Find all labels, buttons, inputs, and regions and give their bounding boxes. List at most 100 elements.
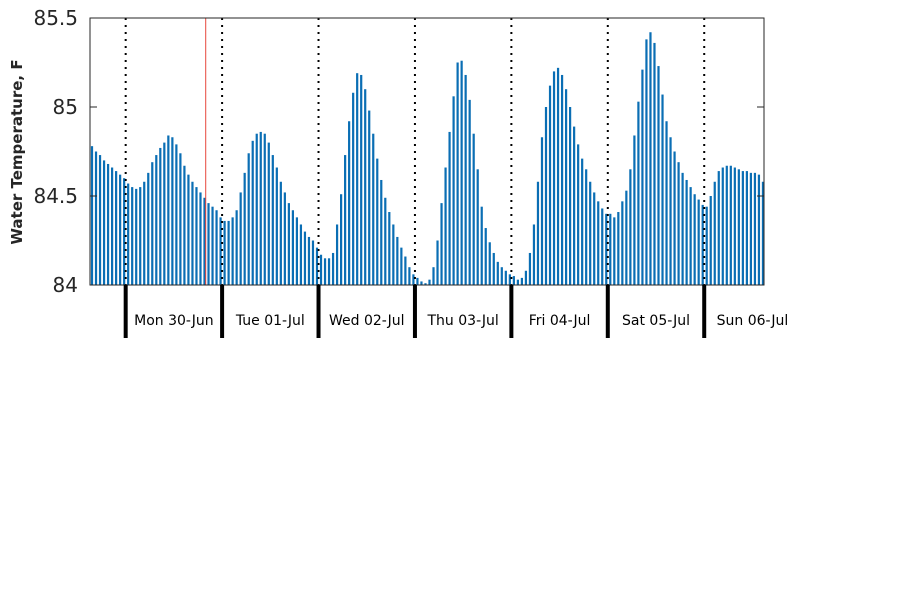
temperature-bar [167, 135, 170, 285]
temperature-bar [239, 192, 242, 285]
temperature-bar [621, 201, 624, 285]
temperature-bar [448, 131, 451, 285]
temperature-bar [356, 73, 359, 286]
temperature-bar [761, 181, 765, 285]
temperature-bar [179, 153, 182, 285]
temperature-bar [617, 212, 620, 285]
temperature-bar [98, 155, 102, 285]
temperature-bar [601, 208, 604, 285]
temperature-bar [420, 281, 423, 285]
temperature-bar [106, 163, 110, 285]
temperature-bar [512, 276, 515, 285]
temperature-bar [629, 169, 632, 285]
temperature-bar [573, 126, 576, 285]
temperature-bar [633, 135, 636, 285]
day-label: Fri 04-Jul [529, 313, 591, 329]
temperature-bar [605, 213, 608, 285]
temperature-bar [335, 224, 339, 285]
temperature-bar [207, 203, 210, 285]
y-axis-ticks: 84 84.5 85 85.5 [33, 6, 764, 297]
temperature-bar [560, 74, 564, 286]
temperature-bar [203, 197, 206, 285]
temperature-bar [645, 39, 648, 285]
temperature-bar [569, 107, 572, 285]
temperature-bar [452, 96, 455, 285]
temperature-bar [360, 74, 363, 286]
temperature-bar [102, 160, 106, 285]
temperature-bar [532, 224, 536, 285]
temperature-bar [464, 74, 467, 286]
temperature-bar [340, 194, 343, 285]
temperature-bar [444, 167, 447, 285]
temperature-bar [589, 181, 592, 285]
temperature-bar [380, 179, 383, 285]
temperature-bar [396, 236, 399, 285]
temperature-bar [348, 121, 351, 286]
temperature-bar [709, 196, 712, 285]
temperature-bar [307, 236, 311, 285]
temperature-bar [131, 187, 134, 285]
temperature-bar [717, 171, 720, 285]
temperature-bar [540, 137, 544, 285]
temperature-bar [187, 174, 190, 285]
temperature-bar [364, 89, 367, 285]
temperature-bar [412, 274, 415, 285]
temperature-bar [263, 133, 266, 285]
plot-frame [89, 17, 765, 286]
temperature-bar [480, 206, 483, 285]
temperature-bar [520, 277, 523, 285]
temperature-bar [123, 178, 126, 285]
temperature-bar [215, 210, 218, 285]
temperature-bar [753, 172, 757, 285]
day-axis-group: Mon 30-Jun Tue 01-Jul Wed 02-Jul Thu 03-Jul… [123, 285, 789, 338]
temperature-bar [231, 217, 234, 285]
temperature-bar [637, 101, 640, 285]
temperature-bar [315, 247, 319, 285]
temperature-bar [267, 142, 270, 285]
temperature-bar [227, 220, 230, 285]
temperature-bar [303, 231, 307, 285]
temperature-bar [135, 188, 138, 285]
temperature-bar [556, 67, 560, 285]
temperature-bar [368, 110, 371, 285]
temperature-bar [416, 277, 419, 285]
temperature-bar [151, 162, 154, 285]
y-tick-label: 85.5 [33, 6, 78, 30]
temperature-bar [484, 228, 487, 285]
temperature-bar [536, 181, 540, 285]
temperature-bar [492, 252, 495, 285]
temperature-bar [725, 165, 728, 285]
temperature-bar [528, 252, 532, 285]
temperature-bar [504, 270, 507, 285]
temperature-bar [428, 279, 431, 285]
bars-group [90, 32, 765, 286]
temperature-bar [295, 217, 299, 285]
temperature-bar [661, 94, 664, 285]
day-label: Mon 30-Jun [134, 313, 214, 329]
temperature-bar [713, 181, 716, 285]
temperature-bar [247, 153, 250, 285]
temperature-bar [283, 192, 286, 285]
temperature-bar [219, 217, 222, 285]
temperature-bar [400, 247, 403, 285]
temperature-bar [424, 283, 427, 285]
day-label: Sun 06-Jul [717, 313, 789, 329]
temperature-bar [163, 142, 166, 285]
temperature-bar [115, 171, 118, 285]
temperature-bar [319, 254, 323, 285]
temperature-bar [548, 85, 552, 285]
temperature-bar [287, 203, 290, 285]
temperature-bar [388, 212, 391, 285]
temperature-bar [737, 169, 740, 285]
temperature-bar [94, 151, 98, 285]
temperature-bar [729, 165, 732, 285]
temperature-bar [472, 133, 475, 285]
temperature-bar [311, 240, 315, 285]
day-label: Tue 01-Jul [235, 313, 305, 329]
temperature-bar [733, 167, 736, 285]
temperature-bar [625, 190, 628, 285]
temperature-bar [223, 220, 226, 285]
temperature-bar [597, 201, 600, 285]
temperature-bar [500, 267, 503, 285]
temperature-bar [191, 181, 194, 285]
